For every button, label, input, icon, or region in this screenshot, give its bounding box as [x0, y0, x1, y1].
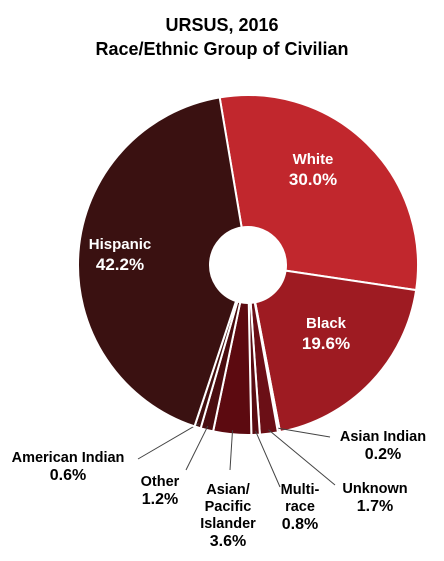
slice-label: Asian/	[206, 482, 250, 498]
slice-label: Other	[141, 474, 180, 490]
slice-label: Unknown	[342, 481, 407, 497]
slice-value: 19.6%	[302, 334, 350, 353]
leader-line	[254, 430, 281, 488]
slice-value: 3.6%	[210, 533, 246, 550]
pie-slice-hispanic	[77, 96, 243, 428]
leader-line	[229, 430, 234, 471]
slice-value: 0.6%	[50, 467, 86, 484]
chart-subtitle: Race/Ethnic Group of Civilian	[95, 39, 349, 59]
leader-line	[185, 425, 209, 471]
slice-label: Black	[306, 315, 347, 332]
slice-label: Multi-	[281, 482, 320, 498]
slice-label: Asian Indian	[340, 429, 426, 445]
slice-label: American Indian	[12, 450, 125, 466]
slice-label: Pacific	[205, 499, 252, 515]
slice-value: 1.2%	[142, 491, 178, 508]
pie-slice-black	[253, 269, 418, 434]
slice-label: Hispanic	[89, 236, 152, 253]
leader-line	[268, 429, 336, 486]
leader-line	[137, 423, 200, 460]
slice-value: 1.7%	[357, 498, 393, 515]
chart-title: URSUS, 2016	[165, 15, 279, 35]
slice-label: race	[285, 499, 315, 515]
leader-line	[278, 427, 331, 438]
slice-value: 0.8%	[282, 516, 318, 533]
slice-value: 0.2%	[365, 446, 401, 463]
slice-value: 42.2%	[96, 255, 144, 274]
pie-slice-white	[218, 94, 419, 292]
slice-label: White	[293, 151, 334, 168]
slice-value: 30.0%	[289, 170, 337, 189]
slice-label: Islander	[200, 516, 256, 532]
